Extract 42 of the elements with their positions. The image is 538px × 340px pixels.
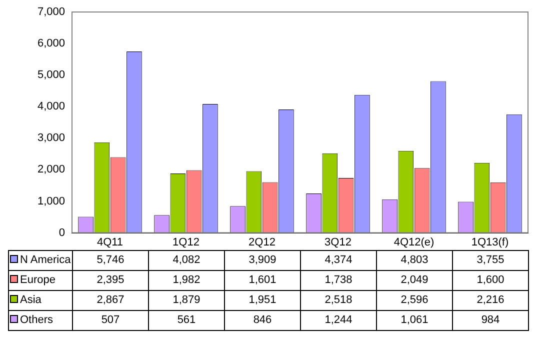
y-tick-label: 2,000 <box>37 164 65 176</box>
data-label: 1,738 <box>300 270 376 290</box>
data-label: 4,082 <box>148 250 224 270</box>
y-tick-label: 6,000 <box>37 38 65 50</box>
y-tick-label: 5,000 <box>37 69 65 82</box>
y-tick-label: 7,000 <box>37 6 65 18</box>
data-label: 1,600 <box>452 270 528 290</box>
data-label: 561 <box>148 310 224 330</box>
data-label: 1,601 <box>224 270 300 290</box>
y-tick-label: 1,000 <box>37 195 65 208</box>
x-tick-label: 2Q12 <box>248 236 276 248</box>
x-tick-label: 4Q11 <box>96 236 124 248</box>
data-label: 1,951 <box>224 290 300 310</box>
legend-label: Asia <box>20 294 42 306</box>
x-tick-label: 3Q12 <box>324 236 352 248</box>
data-label: 2,049 <box>376 270 452 290</box>
y-tick-label: 0 <box>58 226 65 239</box>
y-tick-label: 4,000 <box>37 100 65 113</box>
data-label: 1,982 <box>148 270 224 290</box>
data-label: 2,867 <box>72 290 148 310</box>
data-label: 3,909 <box>224 250 300 270</box>
data-label: 1,244 <box>300 310 376 330</box>
data-label: 2,518 <box>300 290 376 310</box>
legend-label: Others <box>20 314 54 326</box>
x-tick-label: 1Q13(f) <box>471 236 509 248</box>
data-label: 984 <box>452 310 528 330</box>
y-tick-label: 3,000 <box>37 132 65 144</box>
data-label: 846 <box>224 310 300 330</box>
data-label: 507 <box>72 310 148 330</box>
data-label: 2,395 <box>72 270 148 290</box>
x-tick-label: 1Q12 <box>172 236 200 248</box>
data-label: 3,755 <box>452 250 528 270</box>
data-label: 2,596 <box>376 290 452 310</box>
x-tick-label: 4Q12(e) <box>394 236 434 248</box>
legend-label: Europe <box>20 274 56 286</box>
data-label: 2,216 <box>452 290 528 310</box>
data-label: 4,374 <box>300 250 376 270</box>
data-label: 1,879 <box>148 290 224 310</box>
data-label: 1,061 <box>376 310 452 330</box>
legend-label: N America <box>20 254 71 266</box>
data-label: 5,746 <box>72 250 148 270</box>
data-label: 4,803 <box>376 250 452 270</box>
